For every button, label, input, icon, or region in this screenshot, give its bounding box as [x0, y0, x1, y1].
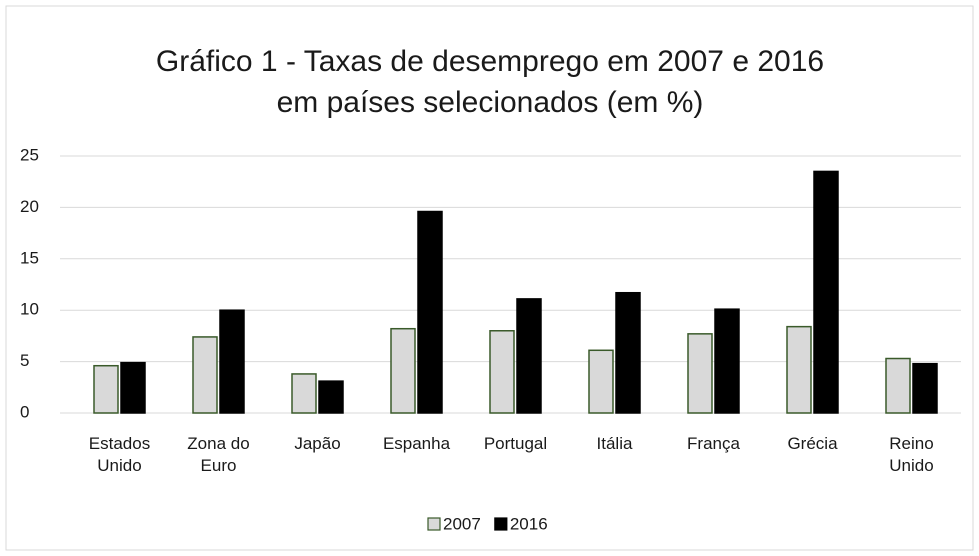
x-tick-label: Zona do Euro	[187, 434, 250, 475]
chart-title: Gráfico 1 - Taxas de desemprego em 2007 …	[156, 45, 824, 78]
bar	[417, 210, 443, 414]
y-tick-label: 0	[20, 402, 29, 421]
legend-swatch	[427, 517, 441, 531]
bar	[219, 309, 245, 414]
bar	[615, 291, 641, 414]
x-tick-label: Japão	[294, 434, 341, 453]
bar	[318, 380, 344, 414]
bar	[687, 333, 713, 414]
x-tick-label: Estados Unido	[88, 434, 151, 475]
legend-label: 2007	[443, 514, 481, 533]
x-tick-label: Grécia	[787, 434, 838, 453]
y-tick-label: 10	[20, 300, 39, 319]
x-tick-label: Itália	[596, 434, 633, 453]
bar	[588, 349, 614, 414]
x-tick-label: França	[687, 434, 740, 453]
bar	[885, 357, 911, 414]
bar	[291, 373, 317, 414]
bar	[489, 330, 515, 414]
bar	[714, 308, 740, 414]
bar	[390, 327, 416, 414]
x-tick-label: Espanha	[382, 434, 451, 453]
x-tick-label: Reino Unido	[889, 434, 934, 475]
bar	[813, 170, 839, 414]
bar	[912, 362, 938, 414]
y-tick-label: 20	[20, 197, 39, 216]
legend-swatch	[494, 517, 508, 531]
chart-title: em países selecionados (em %)	[277, 86, 704, 119]
bar	[120, 361, 146, 414]
bar	[516, 298, 542, 414]
bar	[786, 325, 812, 414]
legend-label: 2016	[510, 514, 548, 533]
x-tick-label: Portugal	[483, 434, 548, 453]
bar	[93, 364, 119, 414]
y-tick-label: 15	[20, 248, 39, 267]
y-tick-label: 5	[20, 351, 29, 370]
y-tick-label: 25	[20, 145, 39, 164]
bar	[192, 336, 218, 414]
chart-border	[5, 5, 974, 551]
